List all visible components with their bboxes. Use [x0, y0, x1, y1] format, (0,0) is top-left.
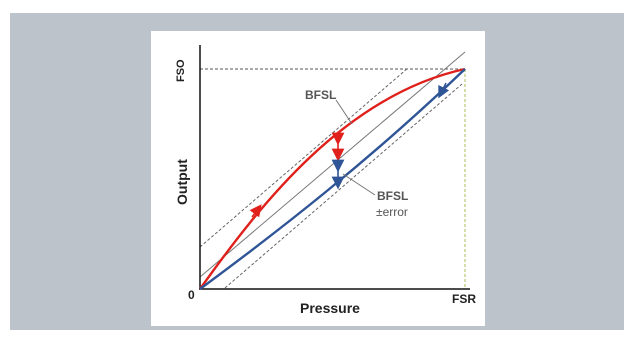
bfsl-error-label-line1: BFSL: [377, 189, 408, 203]
pressure-axis-label: Pressure: [300, 300, 360, 316]
output-axis-label: Output: [174, 159, 190, 205]
increasing-pressure-curve: [199, 67, 466, 290]
bfsl-error-leader-line: [342, 173, 376, 196]
decreasing-pressure-curve: [199, 68, 466, 290]
upward-direction-arrow: [249, 204, 262, 218]
fsr-label: FSR: [452, 292, 476, 306]
fso-label: FSO: [175, 59, 187, 82]
bfsl-upper-error-line: [199, 67, 409, 248]
bfsl-lower-error-line: [224, 83, 463, 289]
bfsl-error-label-line2: ±error: [376, 205, 408, 219]
origin-label: 0: [188, 288, 195, 302]
downward-direction-arrow: [438, 82, 450, 99]
bfsl-label: BFSL: [305, 88, 336, 102]
bfsl-leader-line: [335, 99, 353, 125]
bfsl-line: [199, 51, 466, 278]
